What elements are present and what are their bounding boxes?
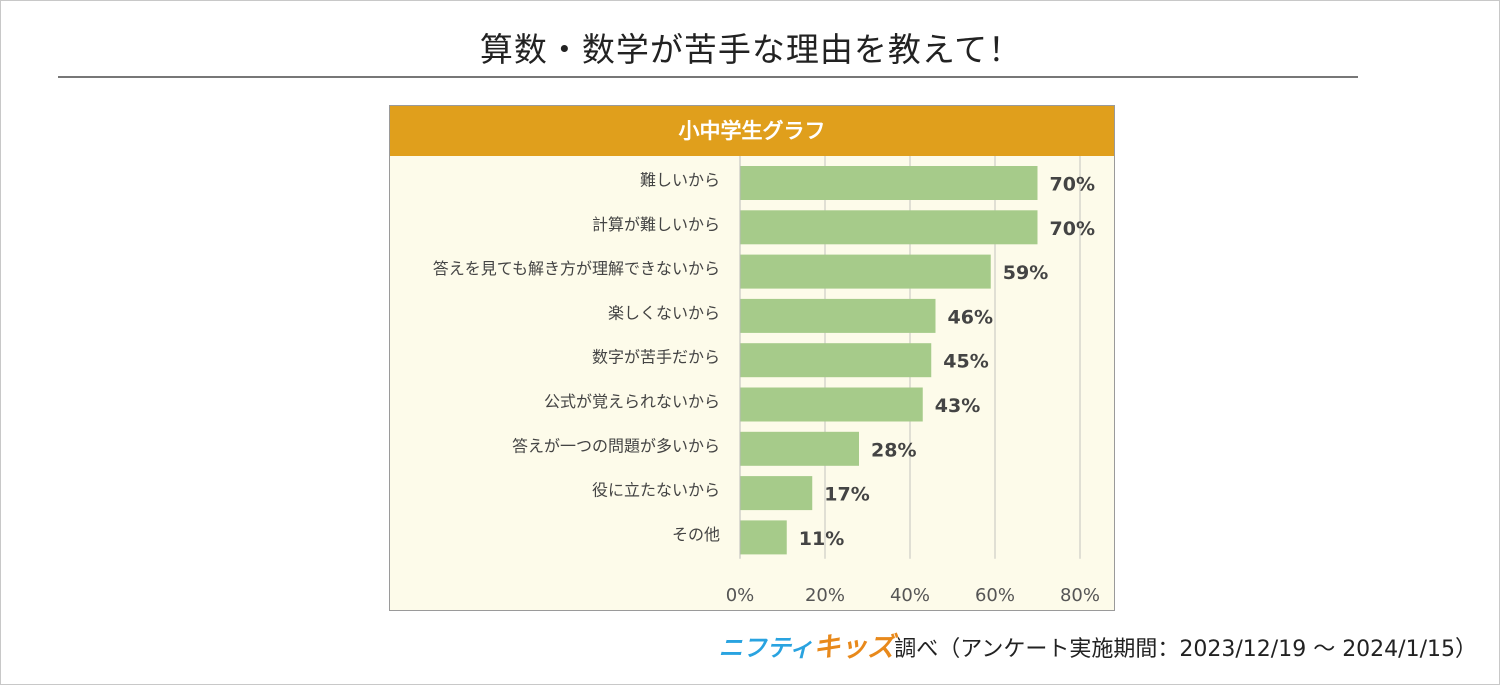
x-tick-label-4: 80%: [1060, 585, 1100, 606]
survey-period-text: 調べ（アンケート実施期間：2023/12/19 ～ 2024/1/15）: [894, 637, 1477, 662]
x-tick-label-3: 60%: [975, 585, 1015, 606]
value-label-7: 17%: [824, 484, 869, 506]
bar-4: [740, 343, 932, 378]
page-title: 算数・数学が苦手な理由を教えて！: [479, 30, 1023, 69]
category-label-0: 難しいから: [640, 171, 720, 190]
title-divider: [58, 76, 1358, 78]
bar-5: [740, 387, 923, 422]
x-tick-label-0: 0%: [726, 585, 755, 606]
bar-0: [740, 166, 1038, 200]
brand-name-part1: ニフティ: [718, 634, 814, 662]
category-label-2: 答えを見ても解き方が理解できないから: [433, 259, 720, 278]
value-label-2: 59%: [1003, 262, 1048, 284]
value-label-3: 46%: [948, 306, 993, 328]
bar-1: [740, 210, 1038, 245]
chart-panel: 小中学生グラフ 難しいから 70% 計算が難しいから 70% 答えを見ても解き方が理解で…: [389, 105, 1115, 611]
category-label-3: 楽しくないから: [608, 303, 720, 322]
category-label-5: 公式が覚えられないから: [544, 392, 720, 411]
value-label-1: 70%: [1050, 218, 1095, 240]
category-label-4: 数字が苦手だから: [592, 348, 720, 367]
source-credit: ニフティキッズ調べ（アンケート実施期間：2023/12/19 ～ 2024/1/…: [719, 625, 1477, 664]
bar-7: [740, 476, 813, 511]
value-label-6: 28%: [871, 439, 916, 461]
bar-8: [740, 520, 787, 555]
category-label-1: 計算が難しいから: [592, 215, 720, 234]
brand-name-part2: キッズ: [813, 632, 895, 663]
category-label-8: その他: [672, 525, 720, 544]
bar-6: [740, 431, 859, 466]
category-label-7: 役に立たないから: [592, 481, 720, 500]
bar-chart: 難しいから 70% 計算が難しいから 70% 答えを見ても解き方が理解できないから 59%…: [433, 156, 1100, 606]
x-tick-label-2: 40%: [890, 585, 930, 606]
value-label-0: 70%: [1050, 174, 1095, 196]
bar-2: [740, 254, 991, 289]
bar-3: [740, 298, 936, 333]
value-label-8: 11%: [799, 528, 844, 550]
category-label-6: 答えが一つの問題が多いから: [512, 436, 720, 455]
value-label-5: 43%: [935, 395, 980, 417]
x-tick-label-1: 20%: [805, 585, 845, 606]
value-label-4: 45%: [943, 351, 988, 373]
chart-title: 小中学生グラフ: [390, 106, 1114, 156]
